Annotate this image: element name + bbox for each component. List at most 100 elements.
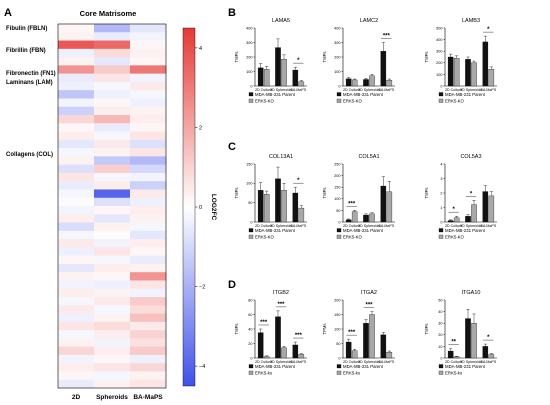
heatmap-x-labels: 2D Spheroids BA-MaPS	[72, 394, 163, 401]
bar	[369, 314, 375, 359]
heatmap-cell	[130, 214, 167, 223]
heatmap-cell	[130, 189, 167, 199]
y-tick-label: 40	[438, 310, 442, 314]
bar	[369, 75, 375, 87]
heatmap-cell	[94, 346, 131, 356]
heatmap-cell	[130, 239, 167, 248]
y-tick-label: 400	[436, 38, 442, 42]
bar	[386, 191, 393, 223]
heatmap-cell	[94, 131, 131, 141]
bar	[257, 67, 264, 87]
heatmap-cell	[130, 172, 167, 182]
bar	[471, 204, 477, 223]
legend-label-parent: MDA-MB-231 Parent	[255, 364, 296, 369]
heatmap-cell	[58, 181, 95, 190]
x-tick-label: 2D Culture	[343, 360, 360, 364]
legend-label-parent: MDA-MB-231 Parent	[343, 364, 384, 369]
x-tick-label: BA-MaPS	[290, 360, 306, 364]
bar	[363, 323, 369, 359]
colorbar-tick-label: −4	[199, 364, 205, 370]
bar	[281, 190, 287, 223]
y-tick-label: 0	[250, 84, 252, 88]
heatmap-cell	[58, 106, 95, 116]
heatmap-cell	[94, 40, 131, 50]
bar	[488, 69, 495, 87]
heatmap-cell	[94, 338, 131, 347]
y-tick-label: 200	[246, 55, 252, 59]
bar	[292, 69, 299, 87]
y-tick-label: 150	[334, 313, 340, 317]
legend-label-parent: MDA-MB-231 Parent	[445, 228, 486, 233]
heatmap-cell	[130, 106, 167, 116]
y-tick-label: 0	[250, 356, 252, 360]
heatmap-cell	[130, 156, 167, 165]
row-group-label: Fibronectin (FN1)	[6, 71, 56, 77]
x-tick-label: 3D Spheroids	[358, 88, 380, 92]
y-tick-label: 0	[338, 84, 340, 88]
heatmap-cell	[58, 197, 95, 207]
heatmap-cell	[94, 139, 131, 149]
panel-letter-a: A	[4, 7, 12, 19]
heatmap-cell	[94, 321, 131, 331]
heatmap-panel: Core Matrisome Fibulin (FBLN) Fibrillin …	[6, 9, 217, 401]
legend-label-parent: MDA-MB-231 Parent	[445, 92, 486, 97]
x-tick-label: 3D Spheroids	[270, 88, 292, 92]
heatmap-cell	[130, 181, 167, 190]
y-tick-label: 50	[336, 342, 340, 346]
row-group-label: Fibrillin (FBN)	[6, 48, 46, 54]
y-axis-label: TMPs	[234, 188, 239, 199]
heatmap-cell	[58, 98, 95, 108]
legend-label-ko: ERK5-ko	[445, 371, 463, 376]
heatmap-cell	[58, 131, 95, 141]
heatmap-cell	[94, 305, 131, 314]
bar	[380, 51, 387, 87]
x-tick-label: BA-MaPS	[378, 88, 394, 92]
heatmap-cell	[130, 379, 167, 389]
heatmap-cell	[58, 81, 95, 91]
significance-label: *	[297, 58, 300, 64]
heatmap-cell	[130, 148, 167, 157]
bar	[298, 81, 305, 87]
heatmap-cell	[58, 189, 95, 199]
y-tick-label: 40	[248, 327, 252, 331]
legend-label-parent: MDA-MB-231 Parent	[343, 228, 384, 233]
heatmap-cell	[130, 346, 167, 356]
bar	[453, 58, 460, 87]
heatmap-cell	[58, 65, 95, 74]
heatmap-cell	[58, 139, 95, 149]
bar	[351, 211, 358, 223]
x-tick-label: 2D Culture	[343, 88, 360, 92]
heatmap-cell	[58, 313, 95, 323]
bar	[345, 78, 352, 87]
bar-chart-itga2: ITGA2 TPMs 0 50 100 150 200 2D Culture *** 3D Sph…	[322, 290, 395, 376]
bar	[292, 344, 299, 359]
heatmap-cell	[130, 330, 167, 339]
heatmap-cell	[58, 354, 95, 364]
heatmap-cell	[58, 288, 95, 298]
y-tick-label: 4	[440, 162, 442, 166]
legend-label-ko: ERK5-KO	[445, 99, 465, 104]
panel-letter-c: C	[228, 141, 236, 153]
significance-label: ***	[295, 333, 303, 339]
legend-label-ko: ERK5-KO	[343, 235, 363, 240]
heatmap-cell	[130, 371, 167, 381]
heatmap-cell	[58, 115, 95, 124]
significance-label: ***	[260, 320, 268, 326]
heatmap-cell	[58, 379, 95, 389]
legend-swatch-ko	[336, 98, 342, 103]
legend-label-parent: MDA-MB-231 Parent	[255, 228, 296, 233]
x-tick-label: BA-MaPS	[290, 224, 306, 228]
heatmap-cell	[130, 57, 167, 66]
heatmap-cell	[130, 272, 167, 281]
bar	[386, 80, 393, 87]
heatmap-cell	[94, 280, 131, 290]
heatmap-cell	[58, 297, 95, 306]
heatmap-cell	[58, 48, 95, 58]
bar	[257, 190, 264, 223]
chart-title: LAMB3	[462, 18, 480, 24]
heatmap-cell	[94, 197, 131, 207]
heatmap-cell	[94, 106, 131, 116]
legend-swatch-ko	[248, 98, 254, 103]
bar	[380, 334, 387, 359]
